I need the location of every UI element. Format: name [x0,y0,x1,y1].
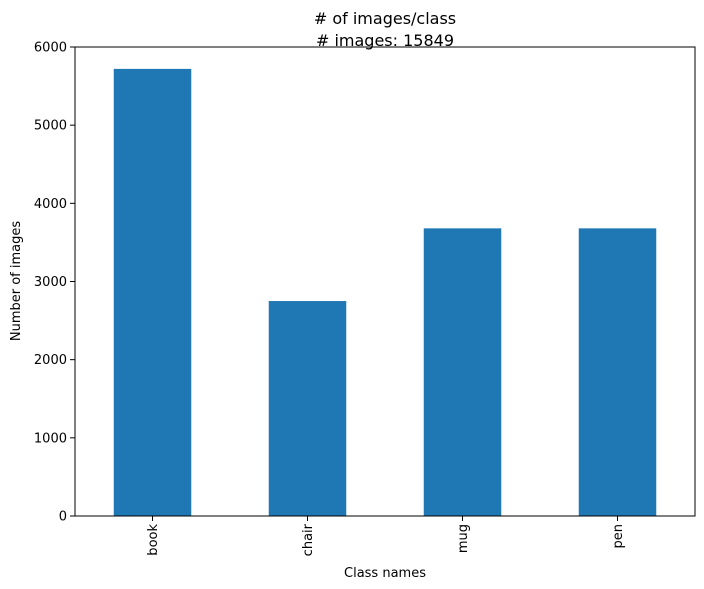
x-tick-label-mug: mug [456,524,471,553]
y-tick-label: 2000 [34,353,67,368]
y-tick-label: 3000 [34,275,67,290]
x-tick-label-pen: pen [611,524,626,549]
chart-title-line-1: # of images/class [314,9,456,28]
y-tick-label: 0 [59,510,67,525]
bars-group [113,68,657,517]
chart-title-line-2: # images: 15849 [316,31,454,50]
y-tick-label: 6000 [34,41,67,56]
y-tick-label: 1000 [34,431,67,446]
x-tick-label-book: book [146,524,161,556]
x-tick-label-chair: chair [301,523,316,556]
y-tick-label: 5000 [34,119,67,134]
plot-frame [74,46,696,517]
bar-mug [423,228,502,516]
x-axis-label: Class names [344,566,426,581]
bar-pen [578,228,657,516]
bar-book [113,68,192,517]
y-axis-label: Number of images [9,221,24,342]
x-axis-ticks: book chair mug pen [146,516,626,556]
y-tick-label: 4000 [34,197,67,212]
y-axis-ticks: 0 1000 2000 3000 4000 5000 6000 [34,41,75,525]
bar-chair [268,301,347,516]
